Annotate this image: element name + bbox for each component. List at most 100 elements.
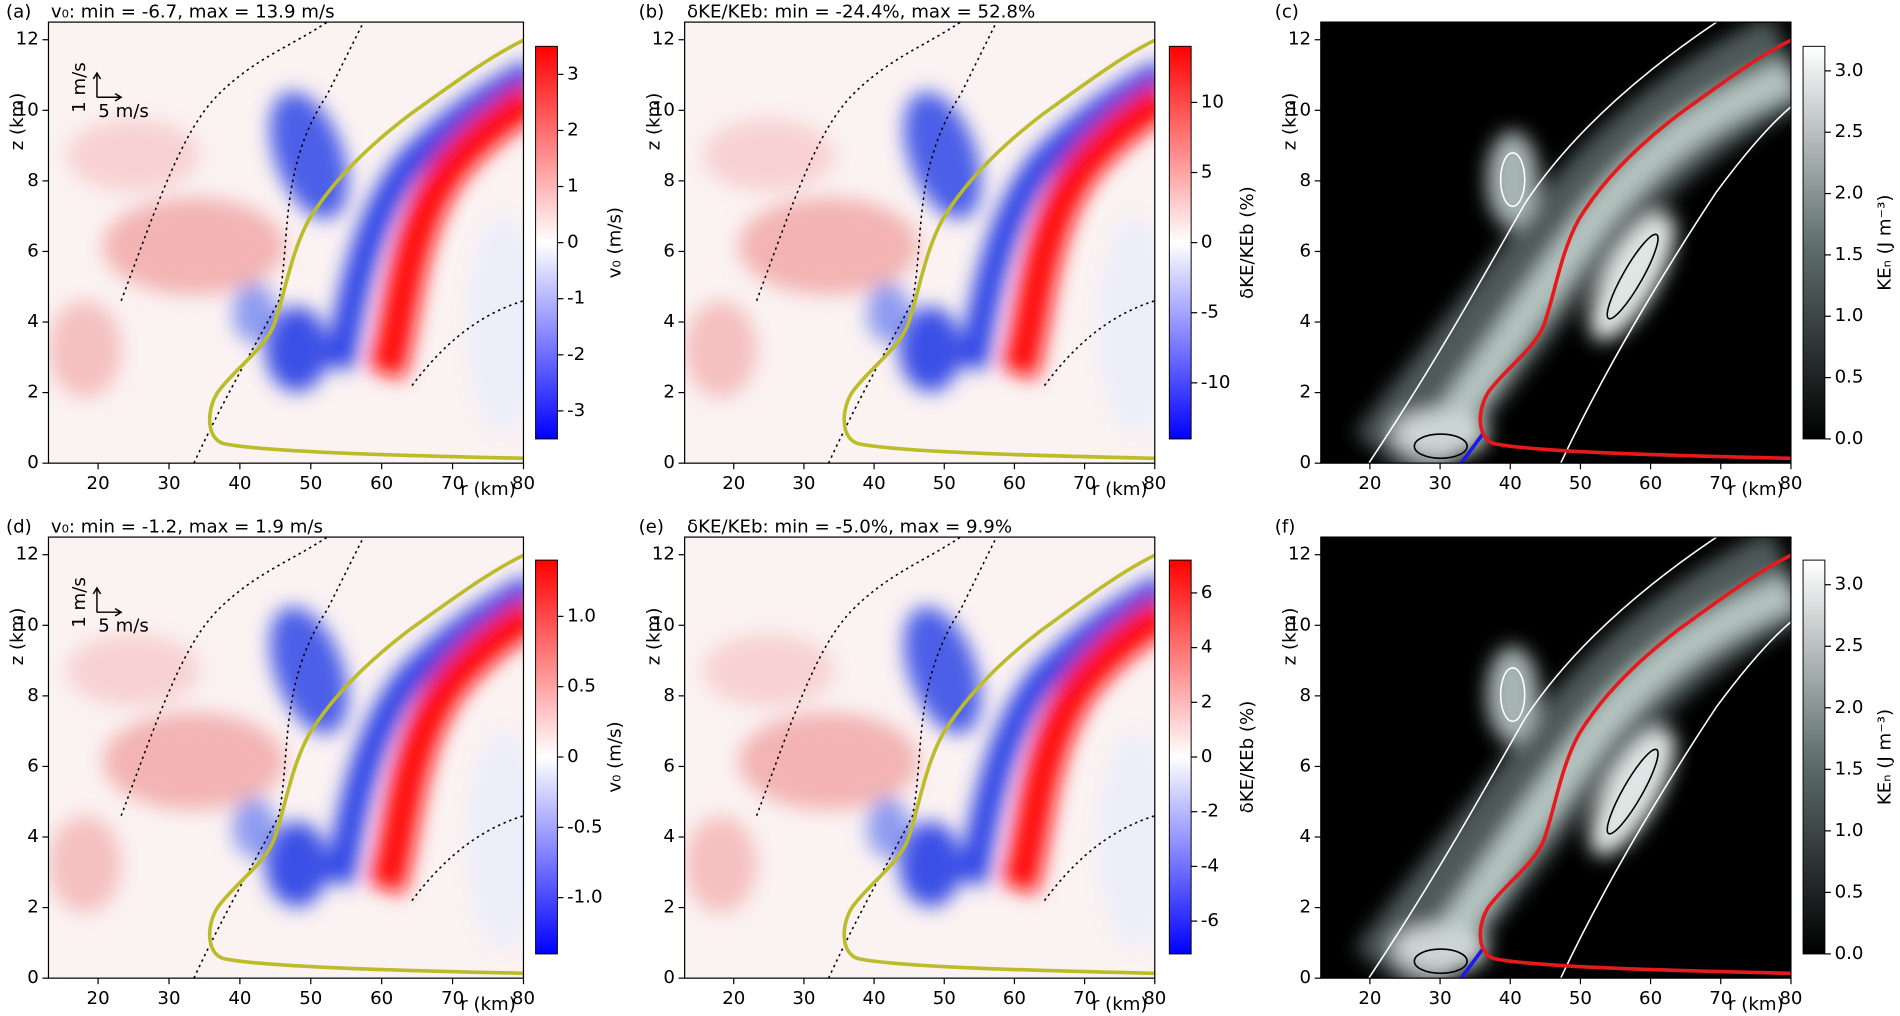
colorbar-tick-label: 0 <box>1201 746 1213 767</box>
colorbar-tick-label: 5 <box>1201 162 1213 183</box>
colorbar-tick-label: -2 <box>567 344 585 365</box>
y-tick-label: 8 <box>27 685 39 706</box>
y-tick-label: 12 <box>16 29 39 50</box>
y-tick-label: 4 <box>663 311 675 332</box>
scale-arrow <box>92 71 123 102</box>
scale-label: 5 m/s <box>98 616 149 637</box>
x-tick-label: 30 <box>157 473 180 494</box>
plot-frame <box>1320 536 1792 979</box>
colorbar-label: v₀ (m/s) <box>605 721 626 792</box>
x-tick-label: 40 <box>228 473 251 494</box>
colorbar <box>535 45 558 440</box>
x-tick-label: 60 <box>370 988 393 1009</box>
y-tick-label: 0 <box>1300 452 1312 473</box>
colorbar-tick-label: 1.5 <box>1835 244 1864 265</box>
colorbar-tick-label: 0.5 <box>1835 881 1864 902</box>
y-tick-label: 4 <box>663 826 675 847</box>
colorbar-tick-label: 1.0 <box>1835 820 1864 841</box>
field-image <box>1321 22 1791 463</box>
field-image <box>685 537 1171 978</box>
scale-label: 1 m/s <box>69 577 90 628</box>
panel-label: (c) <box>1275 1 1299 22</box>
colorbar-tick-label: -2 <box>1201 801 1219 822</box>
y-tick-label: 10 <box>1288 99 1311 120</box>
colorbar-tick-label: 6 <box>1201 582 1213 603</box>
y-tick-label: 6 <box>27 240 39 261</box>
x-axis-label: r (km) <box>460 479 516 500</box>
plot-frame <box>684 536 1156 979</box>
y-tick-label: 12 <box>1288 29 1311 50</box>
x-tick-label: 30 <box>792 473 815 494</box>
x-tick-label: 70 <box>1709 988 1732 1009</box>
x-tick-label: 20 <box>722 988 745 1009</box>
colorbar <box>1168 45 1192 440</box>
colorbar-tick-label: -6 <box>1201 910 1219 931</box>
x-tick-label: 50 <box>933 988 956 1009</box>
colorbar-tick-label: -10 <box>1201 372 1231 393</box>
x-axis-label: r (km) <box>1728 994 1784 1015</box>
colorbar-tick-label: 0.5 <box>1835 367 1864 388</box>
x-tick-label: 80 <box>1143 473 1166 494</box>
x-tick-label: 20 <box>722 473 745 494</box>
reference-curve <box>207 553 524 976</box>
colorbar-tick-label: 4 <box>1201 637 1213 658</box>
colorbar-label: KEₙ (J m⁻³) <box>1874 709 1895 805</box>
colorbar-tick-label: 1.0 <box>1835 305 1864 326</box>
x-tick-label: 30 <box>1429 988 1452 1009</box>
y-tick-label: 4 <box>1300 826 1312 847</box>
x-tick-label: 70 <box>1073 473 1096 494</box>
x-tick-label: 70 <box>441 473 464 494</box>
colorbar-tick-label: 0.0 <box>1835 428 1864 449</box>
y-tick-label: 6 <box>663 240 675 261</box>
colorbar <box>1802 45 1826 440</box>
colorbar <box>1802 559 1826 955</box>
colorbar-tick-label: 0 <box>567 746 579 767</box>
colorbar-tick-label: -3 <box>567 400 585 421</box>
colorbar-tick-label: 10 <box>1201 91 1224 112</box>
scale-arrow <box>92 586 123 617</box>
y-tick-label: 10 <box>652 614 675 635</box>
colorbar-tick-label: -1 <box>567 288 585 309</box>
contour-field <box>48 22 524 463</box>
y-tick-label: 6 <box>27 755 39 776</box>
x-axis-label: r (km) <box>1092 994 1148 1015</box>
y-tick-label: 12 <box>652 544 675 565</box>
y-tick-label: 2 <box>27 897 39 918</box>
colorbar-tick-label: 3.0 <box>1835 574 1864 595</box>
colorbar-tick-label: 0 <box>567 232 579 253</box>
y-tick-label: 10 <box>1288 614 1311 635</box>
plot-frame <box>47 21 525 464</box>
x-tick-label: 60 <box>1003 473 1026 494</box>
y-tick-label: 4 <box>27 826 39 847</box>
panel-label: (f) <box>1275 516 1296 537</box>
colorbar-tick-label: -0.5 <box>567 816 602 837</box>
colorbar-tick-label: 2.0 <box>1835 183 1864 204</box>
x-tick-label: 20 <box>87 473 110 494</box>
colorbar-label: KEₙ (J m⁻³) <box>1874 195 1895 291</box>
panel-label: (a) <box>6 1 31 22</box>
panel-label: (d) <box>6 516 32 537</box>
contour-field <box>1321 537 1791 978</box>
panel-title: δKE/KEb: min = -24.4%, max = 52.8% <box>687 1 1035 22</box>
y-axis-label: z (km) <box>7 608 28 666</box>
x-tick-label: 60 <box>1639 988 1662 1009</box>
x-tick-label: 50 <box>299 988 322 1009</box>
y-tick-label: 2 <box>663 382 675 403</box>
panel-label: (e) <box>639 516 664 537</box>
y-tick-label: 12 <box>652 29 675 50</box>
x-tick-label: 60 <box>1639 473 1662 494</box>
colorbar-label: v₀ (m/s) <box>605 207 626 278</box>
panel-title: v₀: min = -6.7, max = 13.9 m/s <box>51 1 335 22</box>
x-tick-label: 40 <box>1499 988 1522 1009</box>
x-tick-label: 30 <box>792 988 815 1009</box>
y-tick-label: 8 <box>663 685 675 706</box>
panel-label: (b) <box>639 1 665 22</box>
colorbar-tick-label: -1.0 <box>567 887 602 908</box>
y-tick-label: 8 <box>1300 170 1312 191</box>
y-tick-label: 0 <box>27 452 39 473</box>
x-tick-label: 20 <box>1358 473 1381 494</box>
x-tick-label: 50 <box>1569 988 1592 1009</box>
reference-curve <box>1478 553 1791 976</box>
reference-curve <box>1478 38 1791 461</box>
